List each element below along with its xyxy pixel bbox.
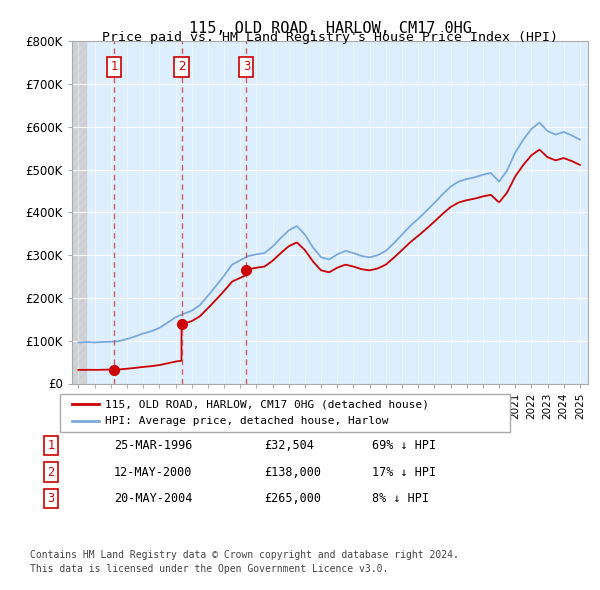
Text: £32,504: £32,504 (264, 439, 314, 452)
Text: £265,000: £265,000 (264, 492, 321, 505)
Text: 69% ↓ HPI: 69% ↓ HPI (372, 439, 436, 452)
Text: 3: 3 (47, 492, 55, 505)
Text: 1: 1 (110, 60, 118, 74)
Bar (72, 41, 86, 384)
Text: 1: 1 (47, 439, 55, 452)
Text: 17% ↓ HPI: 17% ↓ HPI (372, 466, 436, 478)
Text: 115, OLD ROAD, HARLOW, CM17 0HG (detached house): 115, OLD ROAD, HARLOW, CM17 0HG (detache… (105, 399, 429, 409)
Text: 8% ↓ HPI: 8% ↓ HPI (372, 492, 429, 505)
Text: 3: 3 (242, 60, 250, 74)
Text: 12-MAY-2000: 12-MAY-2000 (114, 466, 193, 478)
Text: 115, OLD ROAD, HARLOW, CM17 0HG: 115, OLD ROAD, HARLOW, CM17 0HG (188, 21, 472, 35)
Text: £138,000: £138,000 (264, 466, 321, 478)
Text: 20-MAY-2004: 20-MAY-2004 (114, 492, 193, 505)
Text: 2: 2 (47, 466, 55, 478)
Text: Price paid vs. HM Land Registry's House Price Index (HPI): Price paid vs. HM Land Registry's House … (102, 31, 558, 44)
Text: This data is licensed under the Open Government Licence v3.0.: This data is licensed under the Open Gov… (30, 564, 388, 574)
Text: 25-MAR-1996: 25-MAR-1996 (114, 439, 193, 452)
Text: HPI: Average price, detached house, Harlow: HPI: Average price, detached house, Harl… (105, 417, 389, 426)
Text: Contains HM Land Registry data © Crown copyright and database right 2024.: Contains HM Land Registry data © Crown c… (30, 549, 459, 559)
Text: 2: 2 (178, 60, 185, 74)
